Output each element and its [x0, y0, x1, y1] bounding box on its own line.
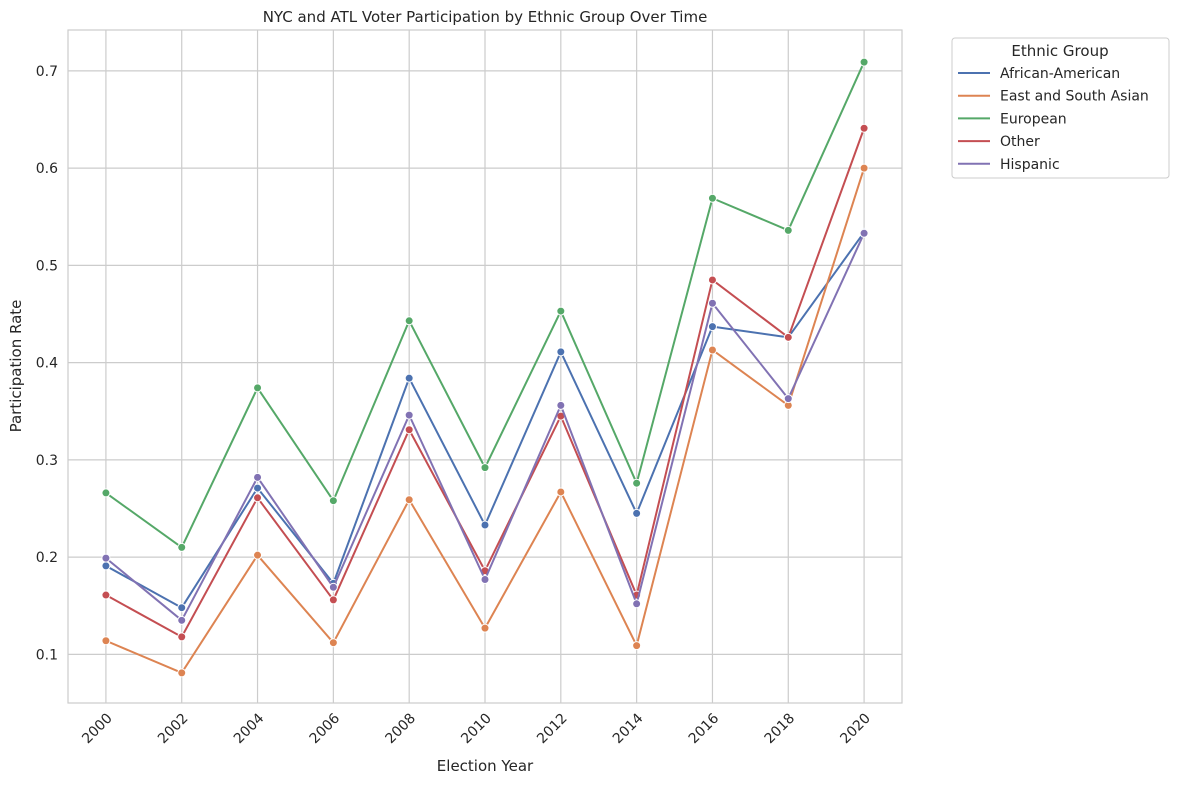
- data-point: [253, 493, 263, 503]
- y-tick-label: 0.1: [36, 647, 58, 663]
- data-point: [707, 193, 717, 203]
- data-point: [404, 373, 414, 383]
- x-axis-ticks: 2000 2002 2004 2006 2008 2010 2012 2014 2016 2018…: [79, 710, 874, 747]
- data-point: [404, 495, 414, 505]
- data-point: [253, 383, 263, 393]
- data-point: [177, 542, 187, 552]
- legend: Ethnic Group African-American East and So…: [951, 37, 1170, 179]
- data-point: [859, 163, 869, 173]
- y-tick-label: 0.5: [36, 258, 58, 274]
- y-tick-label: 0.4: [36, 356, 58, 372]
- data-point: [101, 488, 111, 498]
- data-point: [783, 332, 793, 342]
- legend-frame: [951, 37, 1170, 179]
- series-hispanic: [101, 228, 869, 625]
- data-point: [404, 410, 414, 420]
- legend-label: European: [1000, 111, 1067, 127]
- data-point: [480, 574, 490, 584]
- data-point: [707, 298, 717, 308]
- series-european: [101, 57, 869, 552]
- data-point: [177, 668, 187, 678]
- legend-label: Other: [1000, 134, 1040, 150]
- data-point: [859, 57, 869, 67]
- data-point: [101, 553, 111, 563]
- data-point: [253, 472, 263, 482]
- data-point: [707, 322, 717, 332]
- data-point: [556, 400, 566, 410]
- legend-label: Hispanic: [1000, 157, 1060, 173]
- data-point: [328, 582, 338, 592]
- y-tick-label: 0.7: [36, 64, 58, 80]
- plot-frame: [67, 29, 903, 704]
- data-point: [253, 483, 263, 493]
- data-point: [632, 508, 642, 518]
- data-point: [480, 520, 490, 530]
- data-point: [177, 615, 187, 625]
- data-point: [859, 123, 869, 133]
- data-point: [859, 228, 869, 238]
- y-axis-label: Participation Rate: [7, 300, 25, 433]
- data-point: [707, 345, 717, 355]
- data-point: [253, 550, 263, 560]
- legend-label: African-American: [1000, 66, 1120, 82]
- data-point: [783, 225, 793, 235]
- legend-label: East and South Asian: [1000, 89, 1149, 105]
- data-point: [632, 599, 642, 609]
- y-tick-label: 0.6: [36, 161, 58, 177]
- y-axis-ticks: 0.1 0.2 0.3 0.4 0.5 0.6 0.7: [36, 64, 58, 664]
- legend-item: European: [958, 111, 1067, 127]
- legend-item: African-American: [958, 66, 1120, 82]
- data-point: [480, 623, 490, 633]
- data-point: [101, 561, 111, 571]
- data-point: [632, 641, 642, 651]
- chart-title: NYC and ATL Voter Participation by Ethni…: [263, 8, 708, 26]
- data-point: [328, 496, 338, 506]
- legend-item: East and South Asian: [958, 89, 1149, 105]
- data-point: [101, 590, 111, 600]
- data-point: [632, 478, 642, 488]
- series-layer: [101, 57, 869, 678]
- data-point: [556, 487, 566, 497]
- legend-items: African-American East and South Asian Euro…: [958, 66, 1149, 173]
- y-tick-label: 0.2: [36, 550, 58, 566]
- data-point: [783, 394, 793, 404]
- data-point: [328, 595, 338, 605]
- data-point: [177, 603, 187, 613]
- legend-item: Other: [958, 134, 1040, 150]
- series-east-and-south-asian: [101, 163, 869, 678]
- data-point: [404, 425, 414, 435]
- data-point: [404, 316, 414, 326]
- data-point: [556, 306, 566, 316]
- data-point: [480, 463, 490, 473]
- data-point: [707, 275, 717, 285]
- series-african-american: [101, 227, 869, 613]
- data-point: [556, 347, 566, 357]
- legend-item: Hispanic: [958, 157, 1060, 173]
- data-point: [177, 632, 187, 642]
- legend-title: Ethnic Group: [1011, 42, 1108, 60]
- data-point: [101, 636, 111, 646]
- y-tick-label: 0.3: [36, 453, 58, 469]
- x-axis-label: Election Year: [437, 757, 534, 775]
- grid-layer: [68, 30, 902, 703]
- data-point: [328, 638, 338, 648]
